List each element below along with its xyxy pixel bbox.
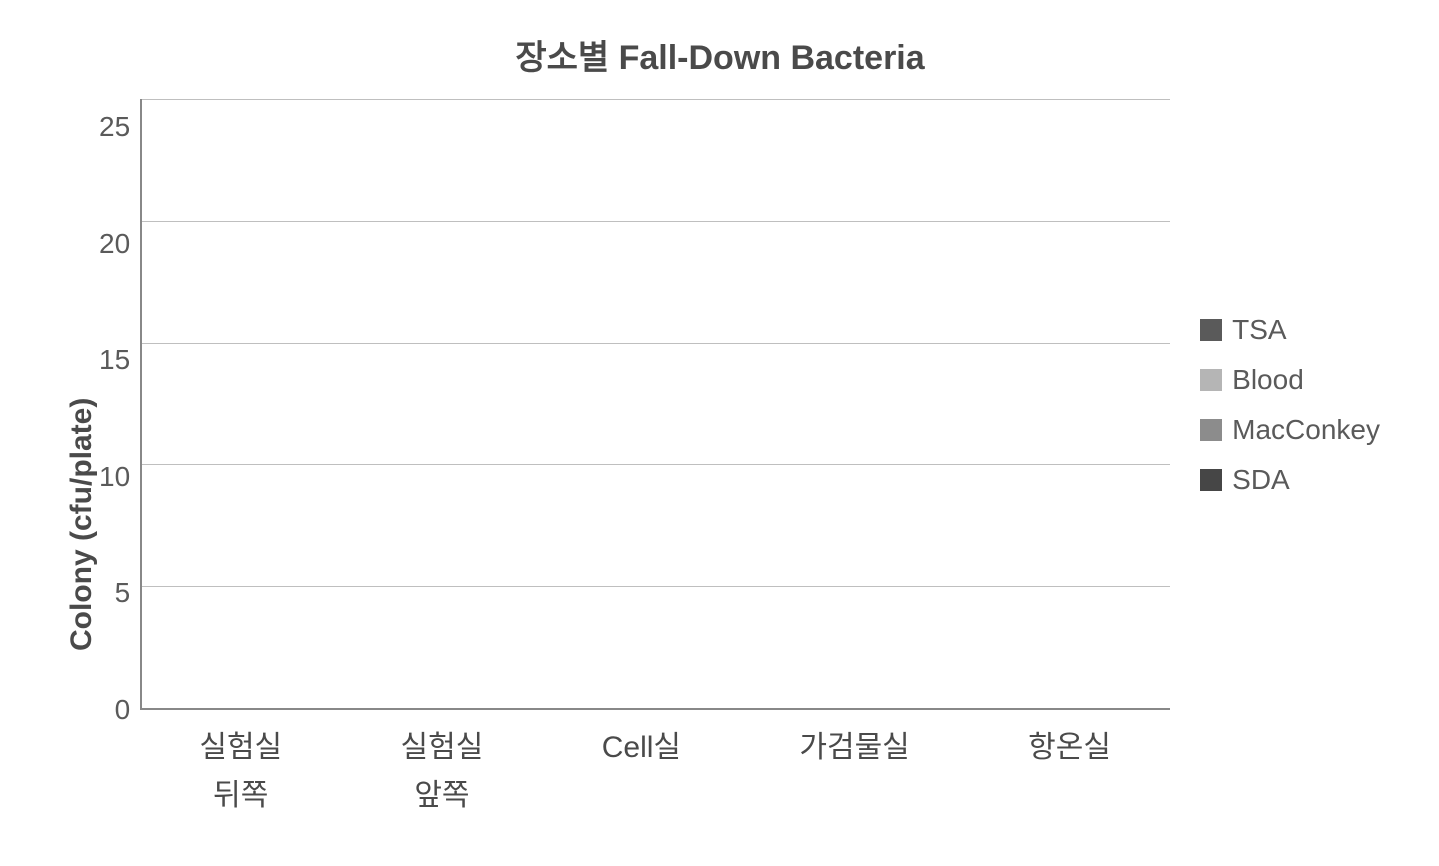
- legend-item: SDA: [1200, 464, 1380, 496]
- bar-groups: [142, 99, 1170, 708]
- legend-label: SDA: [1232, 464, 1290, 496]
- y-tick: 15: [99, 346, 130, 374]
- y-axis-label: Colony (cfu/plate): [60, 99, 99, 830]
- chart-body: Colony (cfu/plate) 2520151050 실험실 뒤쪽실험실 …: [60, 99, 1380, 830]
- legend-item: TSA: [1200, 314, 1380, 346]
- chart-title: 장소별 Fall-Down Bacteria: [60, 30, 1380, 79]
- legend-swatch: [1200, 319, 1222, 341]
- plot-area: [140, 99, 1170, 710]
- y-tick: 5: [115, 579, 131, 607]
- y-tick: 0: [115, 696, 131, 724]
- legend: TSA Blood MacConkey SDA: [1170, 99, 1380, 830]
- legend-swatch: [1200, 369, 1222, 391]
- x-axis-label: 실험실 뒤쪽: [199, 724, 282, 830]
- x-axis-label: 항온실: [1028, 724, 1111, 830]
- x-axis-label: Cell실: [602, 724, 681, 830]
- y-tick: 20: [99, 230, 130, 258]
- legend-item: MacConkey: [1200, 414, 1380, 446]
- legend-swatch: [1200, 469, 1222, 491]
- legend-label: MacConkey: [1232, 414, 1380, 446]
- y-axis-ticks: 25 20 15 10 5 0: [99, 99, 140, 830]
- legend-label: TSA: [1232, 314, 1286, 346]
- x-axis-label: 가검물실: [799, 724, 909, 830]
- y-tick: 25: [99, 113, 130, 141]
- legend-item: Blood: [1200, 364, 1380, 396]
- chart-container: 장소별 Fall-Down Bacteria Colony (cfu/plate…: [60, 30, 1380, 830]
- legend-label: Blood: [1232, 364, 1304, 396]
- plot-column: 실험실 뒤쪽 실험실 앞쪽 Cell실 가검물실 항온실: [140, 99, 1170, 830]
- x-axis-label: 실험실 앞쪽: [401, 724, 484, 830]
- y-tick: 10: [99, 463, 130, 491]
- legend-swatch: [1200, 419, 1222, 441]
- x-axis-labels: 실험실 뒤쪽 실험실 앞쪽 Cell실 가검물실 항온실: [140, 710, 1170, 830]
